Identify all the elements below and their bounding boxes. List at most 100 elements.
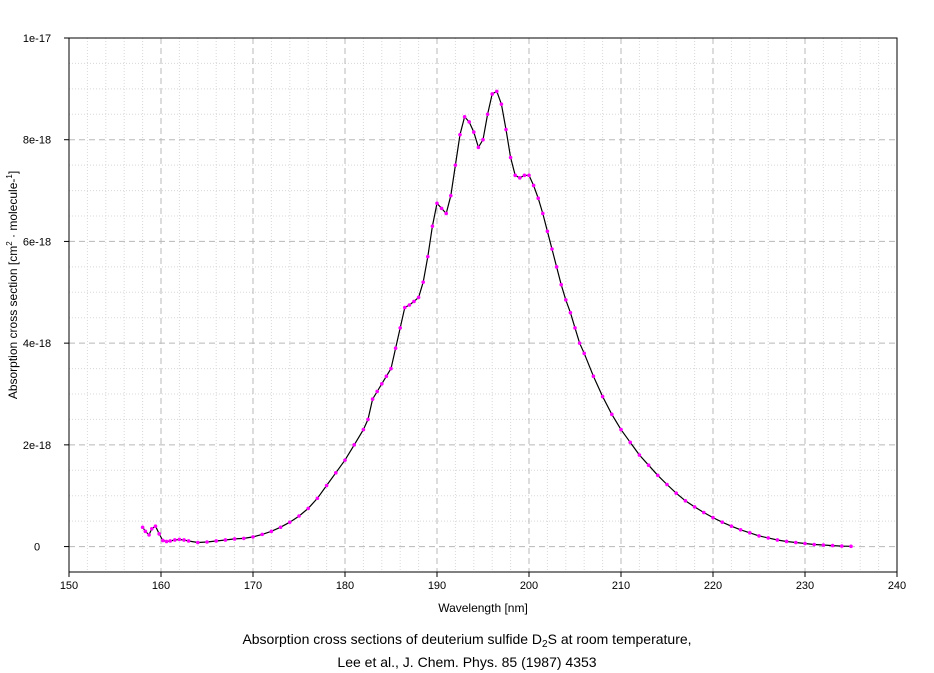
y-axis: 0 2e-18 4e-18 6e-18 8e-18 1e-17: [23, 33, 69, 554]
data-point: [665, 482, 669, 487]
data-point: [196, 540, 200, 545]
data-point: [812, 542, 816, 547]
data-point: [766, 536, 770, 540]
data-point: [784, 539, 789, 544]
data-point: [646, 463, 651, 468]
data-point: [153, 524, 158, 529]
data-point: [476, 145, 481, 150]
data-point: [840, 544, 844, 548]
x-tick-label: 170: [244, 580, 262, 592]
x-tick-label: 200: [520, 580, 538, 592]
y-tick-label: 8e-18: [23, 135, 51, 147]
data-point: [619, 427, 623, 432]
data-point: [269, 529, 274, 534]
data-point: [738, 527, 743, 532]
plot-frame: [68, 37, 898, 573]
caption-line-1-suffix: S at room temperature,: [547, 631, 692, 647]
data-point: [168, 539, 172, 543]
data-point: [628, 440, 632, 445]
data-point: [573, 326, 577, 330]
data-point: [426, 254, 430, 259]
data-point: [147, 533, 151, 537]
data-point: [582, 351, 586, 356]
x-axis: 150 160 170 180 190 200 210 220 230 240: [60, 572, 906, 592]
data-point: [757, 534, 761, 538]
data-point: [242, 536, 246, 541]
data-point: [541, 211, 545, 216]
data-point: [380, 382, 384, 386]
x-tick-label: 240: [888, 580, 906, 592]
data-point: [370, 397, 375, 401]
data-point: [568, 310, 573, 315]
data-point: [536, 196, 540, 200]
data-point: [508, 155, 513, 160]
data-point: [481, 137, 485, 142]
data-point: [444, 211, 449, 216]
data-point: [656, 473, 660, 478]
y-tick-label: 2e-18: [23, 440, 51, 452]
data-point: [389, 366, 393, 371]
y-tick-label: 6e-18: [23, 236, 51, 248]
data-point: [545, 229, 550, 234]
caption-line-1-prefix: Absorption cross sections of deuterium s…: [242, 631, 543, 647]
data-point: [251, 535, 255, 539]
x-tick-label: 190: [428, 580, 446, 592]
data-point: [821, 543, 826, 547]
caption-line-2: Lee et al., J. Chem. Phys. 85 (1987) 435…: [337, 654, 597, 670]
data-point: [182, 538, 186, 542]
data-point: [467, 120, 472, 124]
x-tick-label: 160: [152, 580, 170, 592]
data-point: [499, 102, 504, 106]
data-point: [186, 539, 191, 543]
data-point: [205, 540, 209, 544]
data-point: [384, 374, 389, 379]
data-point: [830, 543, 835, 548]
data-point: [324, 483, 329, 488]
data-point: [775, 538, 780, 542]
data-point: [449, 193, 453, 198]
data-point: [393, 346, 398, 351]
y-tick-label: 4e-18: [23, 338, 51, 350]
data-point: [403, 305, 407, 310]
data-point: [375, 389, 380, 394]
y-tick-label: 1e-17: [23, 33, 51, 45]
data-point: [472, 130, 476, 134]
data-point: [430, 224, 435, 228]
data-point: [361, 427, 366, 432]
absorption-chart: 150 160 170 180 190 200 210 220 230 240 0 2e-18 4e-…: [5, 33, 906, 615]
y-axis-title-mid: · molecule-: [6, 179, 20, 242]
data-point: [720, 520, 724, 524]
y-axis-title-sup2: 1: [5, 174, 14, 179]
data-point: [407, 303, 412, 307]
data-point: [559, 282, 563, 287]
data-point: [518, 176, 522, 180]
data-point: [610, 412, 614, 417]
series: [140, 89, 853, 549]
data-point: [513, 173, 517, 178]
data-point: [140, 525, 145, 530]
data-point: [591, 374, 596, 379]
data-point: [702, 510, 706, 515]
y-axis-title-end: ]: [6, 171, 20, 174]
data-point: [683, 499, 688, 503]
x-tick-label: 230: [796, 580, 814, 592]
data-point: [577, 341, 582, 345]
x-tick-label: 210: [612, 580, 630, 592]
y-axis-title: Absorption cross section [cm2 · molecule…: [5, 171, 20, 399]
data-point: [674, 491, 678, 495]
y-axis-title-sup1: 2: [5, 241, 14, 246]
data-point: [748, 531, 752, 535]
data-point: [143, 529, 148, 534]
data-point: [315, 496, 320, 501]
data-point: [711, 515, 715, 520]
data-point: [421, 280, 426, 284]
data-point: [164, 539, 169, 544]
data-point: [794, 540, 798, 545]
data-point: [352, 443, 357, 447]
data-point: [288, 520, 292, 524]
data-point: [849, 544, 853, 549]
data-point: [554, 265, 559, 269]
data-point: [550, 247, 554, 251]
data-point: [504, 127, 508, 132]
data-point: [527, 173, 531, 178]
